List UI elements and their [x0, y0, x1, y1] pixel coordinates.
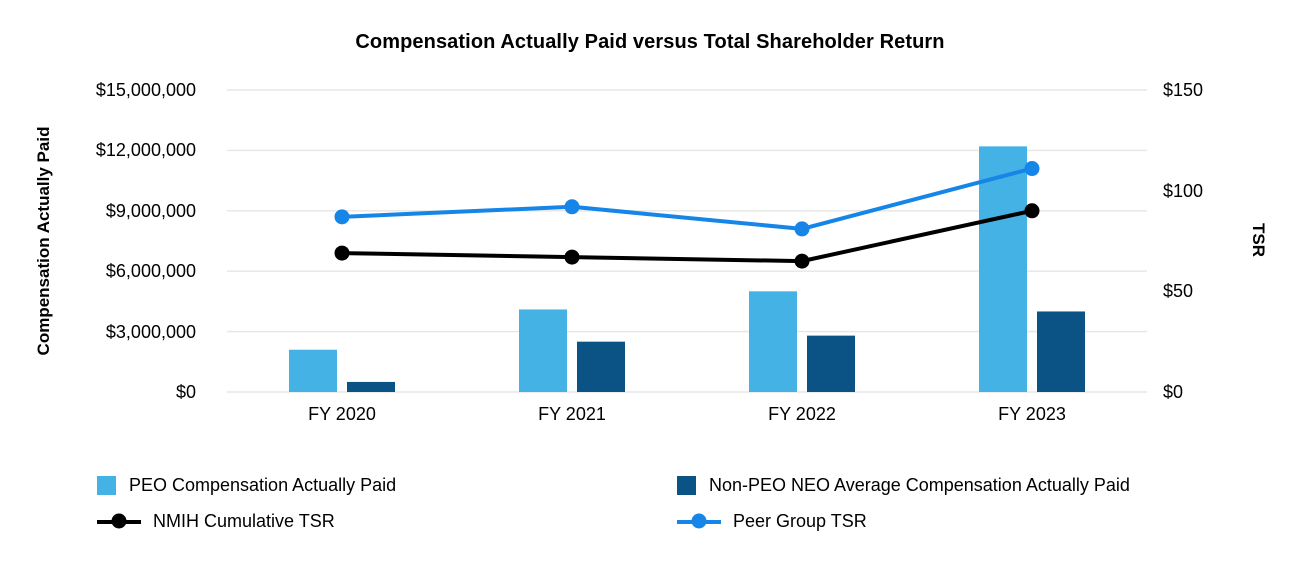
non-peo-neo-average-compensation-actually-paid-bar-fy-2023	[1037, 311, 1085, 392]
legend-item-label: Peer Group TSR	[733, 510, 867, 531]
legend-line-marker	[97, 512, 141, 531]
nmih-cumulative-tsr-point-fy-2021	[564, 249, 580, 265]
non-peo-neo-average-compensation-actually-paid-bar-fy-2021	[577, 341, 625, 392]
legend-item: PEO Compensation Actually Paid	[97, 473, 396, 497]
legend-item: Peer Group TSR	[677, 509, 867, 533]
legend-line-dot	[111, 513, 127, 529]
left-axis-tick: $12,000,000	[95, 140, 196, 161]
left-axis-tick: $3,000,000	[105, 321, 196, 342]
legend-item-label: Non-PEO NEO Average Compensation Actuall…	[709, 474, 1130, 495]
non-peo-neo-average-compensation-actually-paid-bar-fy-2022	[807, 335, 855, 392]
left-axis-tick: $9,000,000	[105, 200, 196, 221]
nmih-cumulative-tsr-point-fy-2020	[334, 245, 350, 261]
legend-item-label: PEO Compensation Actually Paid	[129, 474, 397, 495]
peer-group-tsr-point-fy-2020	[334, 209, 350, 225]
legend-bar-swatch	[677, 475, 696, 495]
legend-item: NMIH Cumulative TSR	[97, 509, 335, 533]
non-peo-neo-average-compensation-actually-paid-bar-fy-2020	[347, 381, 395, 392]
right-axis-tick: $100	[1163, 180, 1204, 201]
x-axis-label: FY 2020	[308, 404, 376, 424]
peo-compensation-actually-paid-bar-fy-2021	[519, 309, 567, 392]
right-axis-tick: $150	[1163, 80, 1204, 100]
x-axis-label: FY 2023	[998, 404, 1066, 424]
x-axis-label: FY 2021	[538, 404, 606, 424]
peo-compensation-actually-paid-bar-fy-2023	[979, 146, 1027, 392]
right-axis-tick: $50	[1163, 281, 1194, 302]
legend-bar-swatch	[97, 475, 116, 495]
peer-group-tsr-point-fy-2023	[1024, 161, 1040, 177]
nmih-cumulative-tsr-line	[340, 208, 1034, 264]
nmih-cumulative-tsr-point-fy-2023	[1024, 203, 1040, 219]
legend-item: Non-PEO NEO Average Compensation Actuall…	[677, 473, 1130, 497]
left-axis-tick: $15,000,000	[95, 80, 196, 100]
peo-compensation-actually-paid-bar-fy-2020	[289, 349, 337, 392]
chart-title: Compensation Actually Paid versus Total …	[355, 31, 945, 53]
legend-line-marker	[677, 512, 721, 531]
peer-group-tsr-point-fy-2021	[564, 199, 580, 215]
peo-compensation-actually-paid-bar-fy-2022	[749, 291, 797, 392]
right-axis-tick: $0	[1163, 382, 1184, 402]
peer-group-tsr-point-fy-2022	[794, 221, 810, 237]
peer-group-tsr-line	[340, 166, 1034, 231]
legend-item-label: NMIH Cumulative TSR	[153, 510, 335, 531]
x-axis-label: FY 2022	[768, 404, 836, 424]
legend-line-dot	[691, 513, 707, 529]
left-axis-tick: $0	[175, 382, 196, 402]
nmih-cumulative-tsr-point-fy-2022	[794, 253, 810, 269]
left-axis-tick: $6,000,000	[105, 261, 196, 282]
